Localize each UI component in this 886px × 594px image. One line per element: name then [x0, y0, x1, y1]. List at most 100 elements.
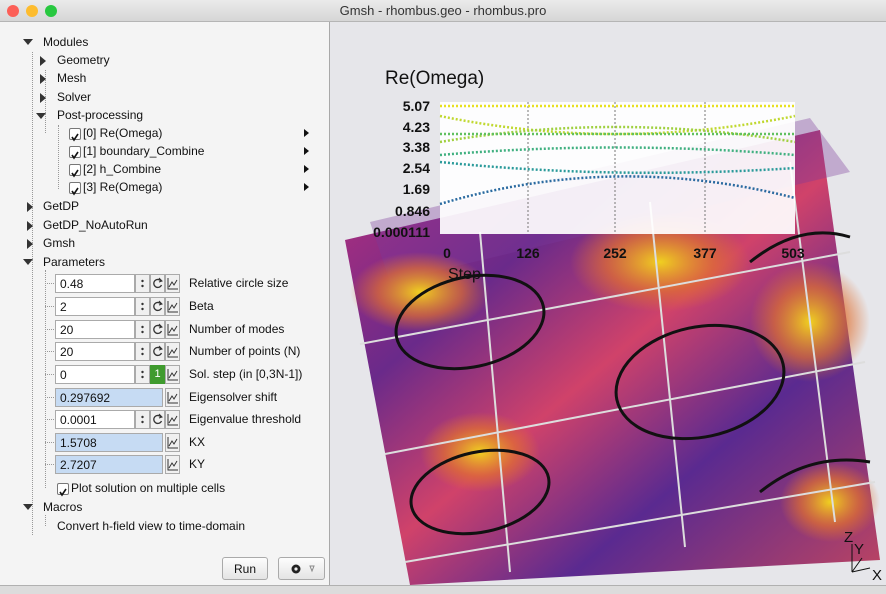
view-checkbox[interactable] — [69, 182, 81, 194]
view-checkbox[interactable] — [69, 128, 81, 140]
view-menu-arrow[interactable] — [304, 165, 309, 173]
view-checkbox[interactable] — [69, 146, 81, 158]
step-button[interactable]: 1 — [150, 365, 165, 384]
icon — [166, 389, 179, 406]
graph-button[interactable] — [165, 274, 180, 293]
parameter-label: Relative circle size — [189, 274, 288, 293]
tree-line — [45, 419, 54, 420]
parameter-input[interactable]: 0 — [55, 365, 135, 384]
icon — [166, 434, 179, 451]
parameter-input[interactable]: 0.297692 — [55, 388, 163, 407]
option-label[interactable]: Plot solution on multiple cells — [71, 479, 225, 497]
expander[interactable] — [40, 74, 46, 84]
view-item[interactable]: [2] h_Combine — [83, 160, 161, 178]
expander[interactable] — [40, 93, 46, 103]
tree-line — [45, 270, 46, 488]
loop-button[interactable] — [150, 274, 165, 293]
parameter-label: Eigenvalue threshold — [189, 410, 301, 429]
view-item[interactable]: [1] boundary_Combine — [83, 142, 204, 160]
tree-item[interactable]: GetDP_NoAutoRun — [43, 216, 148, 234]
x-tick-label: 126 — [516, 245, 540, 261]
view-item[interactable]: [3] Re(Omega) — [83, 178, 162, 196]
view-menu-arrow[interactable] — [304, 147, 309, 155]
icon — [136, 366, 149, 383]
tree-line — [45, 464, 54, 465]
parameter-label: Beta — [189, 297, 214, 316]
parameter-label: Eigensolver shift — [189, 388, 277, 407]
view-menu-arrow[interactable] — [304, 129, 309, 137]
tree-item[interactable]: Parameters — [43, 253, 105, 271]
tree-item[interactable]: Macros — [43, 498, 82, 516]
view-checkbox[interactable] — [69, 164, 81, 176]
x-tick-label: 252 — [603, 245, 627, 261]
expander[interactable] — [27, 202, 33, 212]
view-item[interactable]: [0] Re(Omega) — [83, 124, 162, 142]
expander[interactable] — [36, 113, 46, 119]
graph-button[interactable] — [165, 297, 180, 316]
tree-item[interactable]: Post-processing — [57, 106, 143, 124]
range-button[interactable] — [135, 274, 150, 293]
tree-line — [45, 515, 46, 526]
tree-line — [45, 283, 54, 284]
range-button[interactable] — [135, 365, 150, 384]
tree-item[interactable]: Solver — [57, 88, 91, 106]
graphics-view[interactable]: Re(Omega) 5.07 4.23 3.38 2.54 1.69 0.846… — [330, 22, 886, 585]
tree-item[interactable]: Mesh — [57, 69, 86, 87]
check-mark — [70, 132, 80, 142]
expander[interactable] — [27, 239, 33, 249]
graph-button[interactable] — [165, 433, 180, 452]
icon — [151, 298, 164, 315]
option-checkbox[interactable] — [57, 483, 69, 495]
loop-button[interactable] — [150, 342, 165, 361]
expander[interactable] — [27, 221, 33, 231]
graph-button[interactable] — [165, 455, 180, 474]
tree-item[interactable]: Modules — [43, 33, 88, 51]
tree-item[interactable]: Geometry — [57, 51, 110, 69]
loop-button[interactable] — [150, 320, 165, 339]
icon — [166, 275, 179, 292]
y-tick-label: 4.23 — [403, 119, 430, 135]
parameter-label: KX — [189, 433, 205, 452]
parameter-label: KY — [189, 455, 205, 474]
graph-button[interactable] — [165, 365, 180, 384]
tree-item[interactable]: Gmsh — [43, 234, 75, 252]
options-button[interactable] — [278, 557, 325, 580]
tree-item[interactable]: GetDP — [43, 197, 79, 215]
expander[interactable] — [23, 259, 33, 265]
range-button[interactable] — [135, 320, 150, 339]
app-window: {"window":{"title":"Gmsh - rhombus.geo -… — [0, 0, 886, 594]
range-button[interactable] — [135, 410, 150, 429]
icon — [151, 275, 164, 292]
graph-button[interactable] — [165, 388, 180, 407]
expander[interactable] — [23, 39, 33, 45]
run-button[interactable]: Run — [222, 557, 268, 580]
parameter-input[interactable]: 0.0001 — [55, 410, 135, 429]
tree-line — [45, 374, 54, 375]
parameter-input[interactable]: 2.7207 — [55, 455, 163, 474]
y-tick-label: 1.69 — [403, 181, 430, 197]
graph-button[interactable] — [165, 410, 180, 429]
range-button[interactable] — [135, 297, 150, 316]
y-tick-label: 0.846 — [395, 203, 430, 219]
expander[interactable] — [40, 56, 46, 66]
parameter-input[interactable]: 0.48 — [55, 274, 135, 293]
axis-z: Z — [844, 529, 853, 546]
title-bar: Gmsh - rhombus.geo - rhombus.pro — [0, 0, 886, 22]
graph-button[interactable] — [165, 342, 180, 361]
window-title: Gmsh - rhombus.geo - rhombus.pro — [0, 0, 886, 22]
loop-button[interactable] — [150, 297, 165, 316]
icon — [166, 321, 179, 338]
tree-line — [32, 52, 33, 535]
parameter-input[interactable]: 2 — [55, 297, 135, 316]
macro-item[interactable]: Convert h-field view to time-domain — [57, 517, 245, 535]
expander[interactable] — [23, 504, 33, 510]
view-menu-arrow[interactable] — [304, 183, 309, 191]
graph-button[interactable] — [165, 320, 180, 339]
icon — [166, 366, 179, 383]
parameter-input[interactable]: 1.5708 — [55, 433, 163, 452]
parameter-input[interactable]: 20 — [55, 320, 135, 339]
range-button[interactable] — [135, 342, 150, 361]
parameter-input[interactable]: 20 — [55, 342, 135, 361]
loop-button[interactable] — [150, 410, 165, 429]
check-mark — [70, 186, 80, 196]
